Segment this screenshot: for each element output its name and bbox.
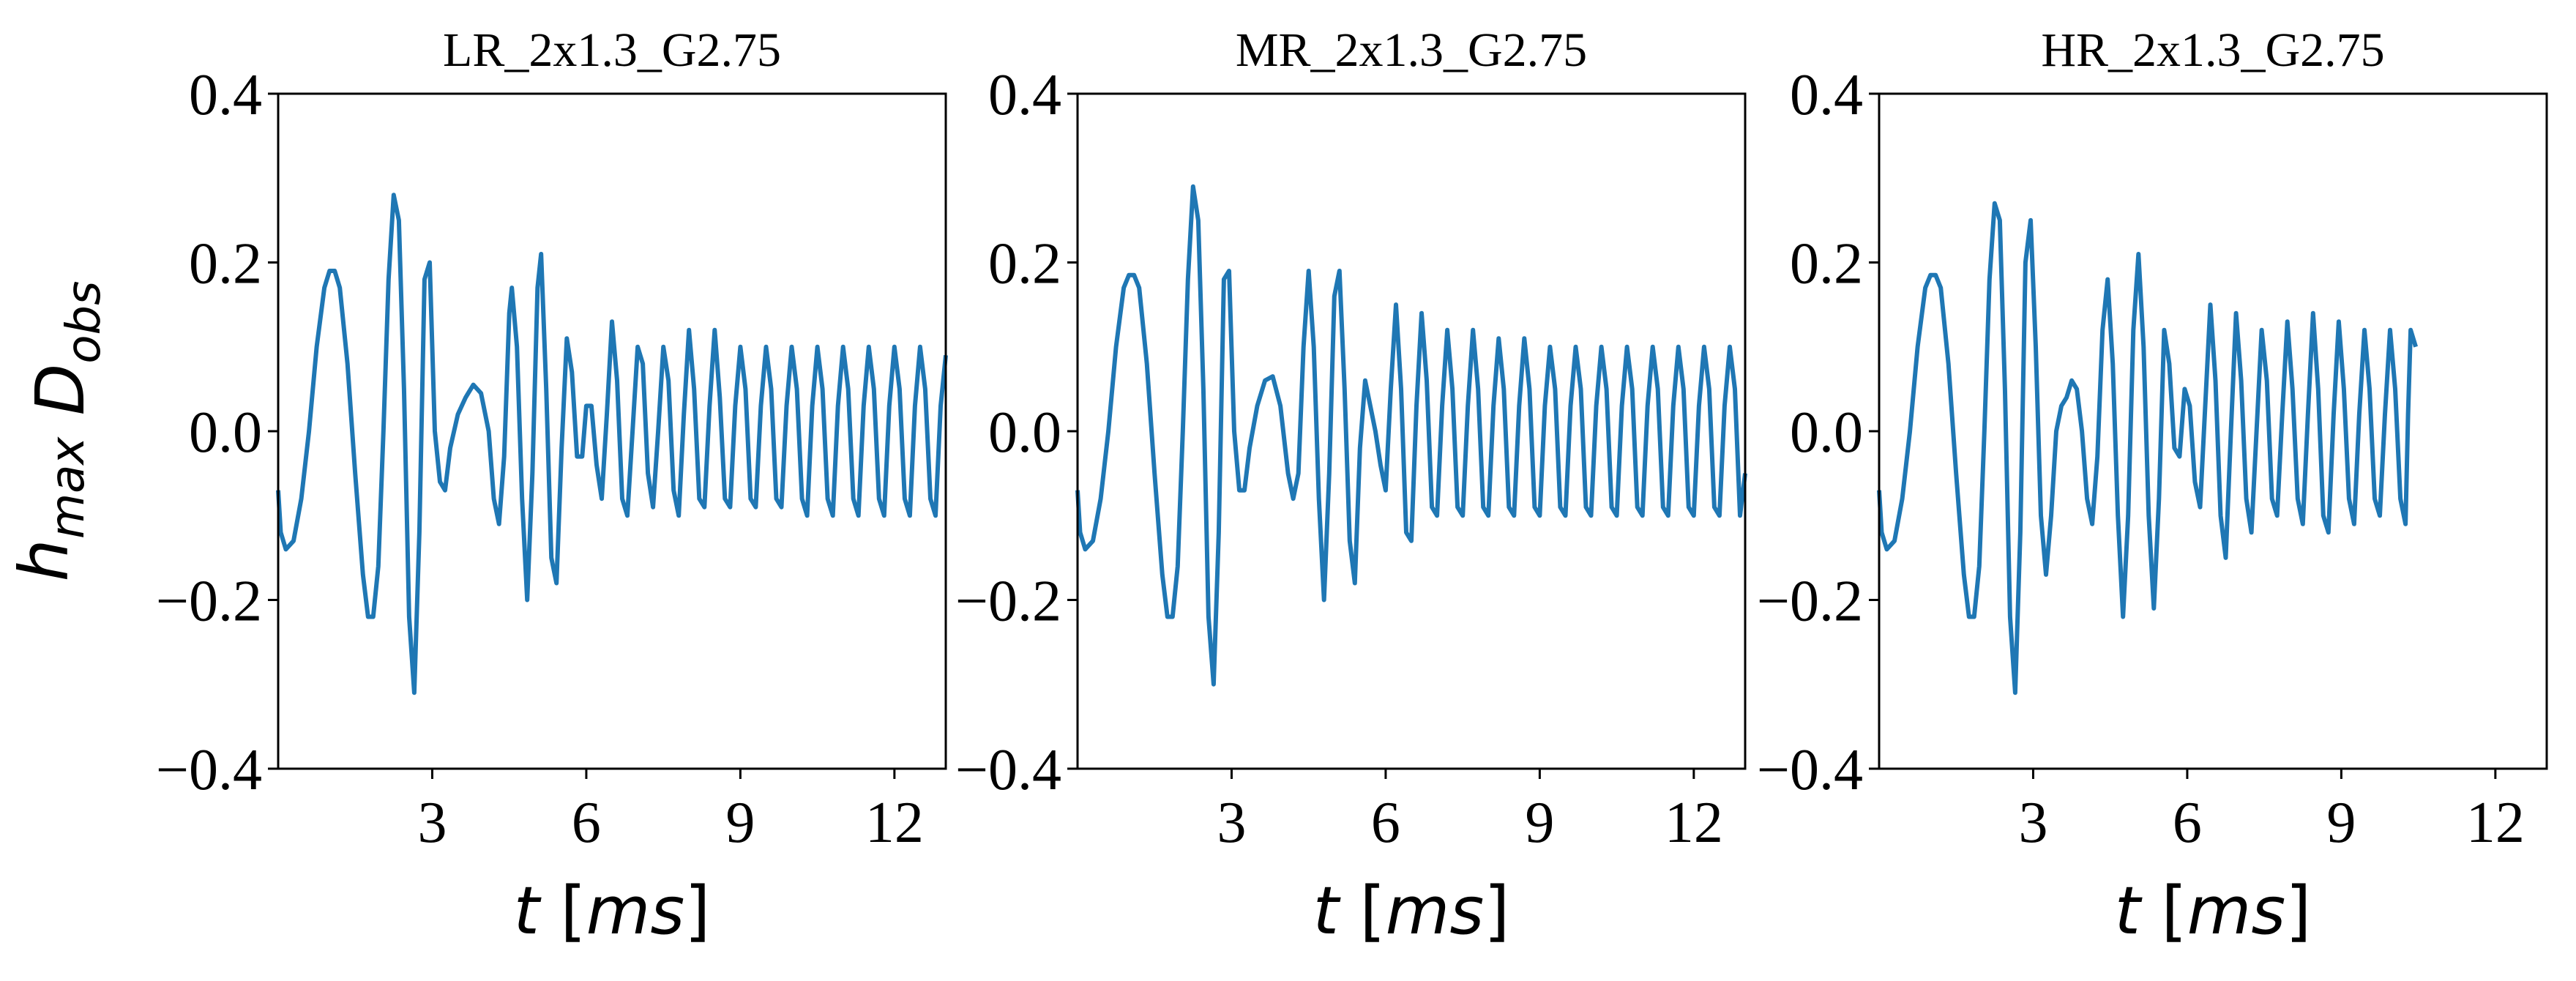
y-tick-label: 0.2: [988, 232, 1061, 296]
chart-panel-2: −0.4 −0.2 0.0 0.2 0.4 3 6 9 12 MR_2x1.3_G2.75t [m…: [955, 23, 1747, 950]
y-tick-label: 0.0: [189, 400, 262, 465]
y-tick-label: 0.0: [1790, 400, 1863, 465]
x-tick-label: 9: [1525, 791, 1554, 855]
y-tick-label: 0.2: [1790, 232, 1863, 296]
x-tick-label: 12: [2466, 791, 2525, 855]
axes-frame: [277, 92, 947, 770]
y-tick-label: −0.4: [955, 738, 1061, 802]
chart-title: MR_2x1.3_G2.75: [1236, 23, 1587, 77]
y-tick-label: 0.4: [189, 63, 262, 127]
y-axis-label: hmax Dobs: [5, 281, 111, 582]
series-line-3-1: [1877, 201, 2418, 695]
series-line-1-1: [276, 193, 948, 695]
y-tick-label: −0.2: [1757, 570, 1863, 634]
y-tick-label: −0.2: [955, 570, 1061, 634]
x-axis-label: t [ms]: [514, 873, 711, 950]
x-tick-label: 6: [572, 791, 601, 855]
y-tick-label: 0.0: [988, 400, 1061, 465]
x-axis-label: t [ms]: [1313, 873, 1510, 950]
x-tick-label: 12: [1665, 791, 1723, 855]
x-tick-label: 3: [417, 791, 447, 855]
x-tick-label: 12: [865, 791, 924, 855]
y-tick-label: 0.4: [988, 63, 1061, 127]
x-axis-label: t [ms]: [2115, 873, 2312, 950]
y-tick-label: −0.2: [156, 570, 262, 634]
y-tick-label: 0.2: [189, 232, 262, 296]
x-tick-label: 3: [2018, 791, 2047, 855]
y-tick-label: −0.4: [1757, 738, 1863, 802]
chart-panel-1: −0.4 −0.2 0.0 0.2 0.4 3 6 9 12 LR_2x1.3_G2.75t [m…: [5, 23, 948, 950]
x-tick-label: 9: [725, 791, 755, 855]
chart-title: LR_2x1.3_G2.75: [443, 23, 781, 77]
chart-panel-3: −0.4 −0.2 0.0 0.2 0.4 3 6 9 12 HR_2x1.3_G2.75t [m…: [1757, 23, 2548, 950]
x-tick-label: 6: [2173, 791, 2202, 855]
axes-frame: [1878, 92, 2548, 770]
y-tick-label: −0.4: [156, 738, 262, 802]
chart-title: HR_2x1.3_G2.75: [2041, 23, 2384, 77]
y-tick-label: 0.4: [1790, 63, 1863, 127]
series-line-2-1: [1075, 184, 1747, 687]
x-tick-label: 9: [2326, 791, 2356, 855]
x-tick-label: 3: [1217, 791, 1246, 855]
x-tick-label: 6: [1371, 791, 1400, 855]
